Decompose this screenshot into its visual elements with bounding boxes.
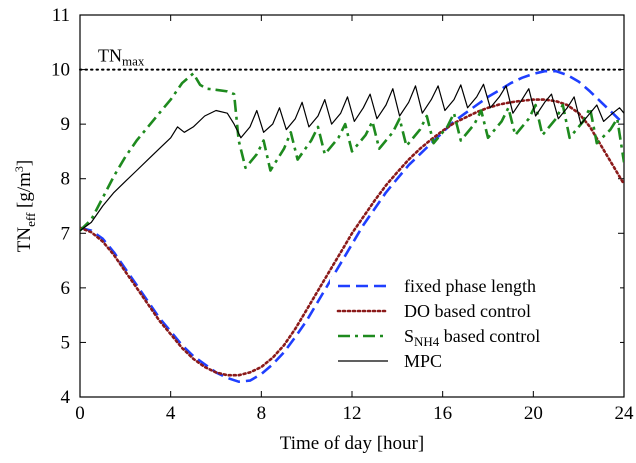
y-axis-title-unit-end: ] [14,160,35,166]
x-tick-label: 16 [433,403,452,424]
y-axis-title: TNeff [g/m3] [12,160,38,253]
y-tick-label: 9 [61,114,71,135]
series-line-2 [80,98,624,377]
y-tick-label: 10 [51,60,70,81]
x-tick-label: 12 [343,403,362,424]
y-tick-label: 11 [52,5,70,26]
legend-label-1: fixed phase length [404,276,536,296]
x-tick-label: 8 [257,403,267,424]
series-layer [80,69,624,383]
legend-label-sub: NH4 [414,334,440,349]
y-tick-label: 4 [61,387,71,408]
x-tick-label: 20 [524,403,543,424]
y-tick-label: 6 [61,278,71,299]
x-axis-ticks: 0 4 8 12 16 20 24 [75,15,634,424]
y-axis-title-unit-sup: 3 [12,166,26,172]
tn-max-label-main: TN [98,46,122,66]
legend-label-main: fixed phase length [404,276,536,296]
x-tick-label: 0 [75,403,85,424]
y-axis-title-unit: [g/m [14,172,35,208]
series-line-3 [80,72,624,232]
legend-label-main: DO based control [404,301,531,321]
legend-label-main: MPC [404,351,442,371]
x-tick-label: 4 [166,403,176,424]
legend: fixed phase length DO based control SNH4 b… [330,276,620,383]
legend-label-4: MPC [404,351,442,371]
series-line-4 [80,83,624,232]
x-axis-title: Time of day [hour] [280,433,424,454]
y-tick-label: 8 [61,169,71,190]
y-axis-title-sub: eff [23,212,38,227]
y-tick-label: 5 [61,332,71,353]
legend-label-main: S [404,326,414,346]
x-tick-label: 24 [615,403,635,424]
tn-max-label: TNmax [98,46,145,69]
tn-max-label-sub: max [122,54,145,69]
legend-background [330,277,620,383]
legend-label-suffix: based control [439,326,540,346]
y-tick-label: 7 [61,223,71,244]
y-axis-title-main: TN [14,227,35,253]
legend-label-3: SNH4 based control [404,326,540,349]
legend-label-2: DO based control [404,301,531,321]
annotations: TNmax [79,46,625,71]
